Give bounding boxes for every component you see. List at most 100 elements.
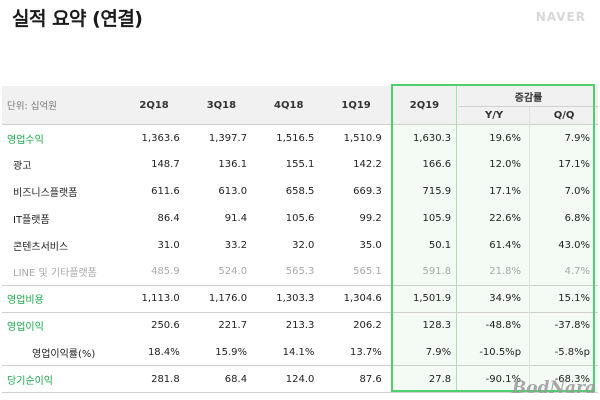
- table-cell: 13.7%: [349, 346, 382, 358]
- change-col-header: Y/Y: [459, 106, 530, 125]
- table-cell: 281.8: [120, 365, 188, 393]
- table-cell: 1,363.6: [120, 124, 188, 152]
- table-cell: -10.5%p: [459, 338, 530, 366]
- table-cell: 33.2: [224, 239, 248, 251]
- table-cell: 715.9: [389, 178, 460, 205]
- table-cell: 34.9%: [459, 284, 530, 313]
- table-cell: 565.3: [285, 266, 315, 278]
- row-label: LINE 및 기타플랫폼: [13, 268, 97, 280]
- table-cell: 87.6: [322, 365, 390, 393]
- table-cell: 105.6: [285, 212, 315, 224]
- table-cell: -37.8%: [529, 311, 598, 339]
- table-cell: 1,510.9: [322, 124, 390, 152]
- earnings-summary-table: 단위: 십억원 2Q18 3Q18 4Q18 1Q19 2Q19 증감률 Y/Y…: [2, 86, 598, 393]
- table-row: 영업이익 250.6 221.7 213.3 206.2 128.3 -48.8…: [2, 311, 598, 339]
- table-cell: 31.0: [157, 239, 180, 251]
- table-cell: 15.1%: [529, 284, 598, 313]
- table-cell: 15.9%: [215, 346, 248, 358]
- row-label: 당기순이익: [2, 365, 121, 393]
- table-cell: 591.8: [389, 258, 460, 286]
- change-col-header: Q/Q: [529, 106, 598, 125]
- table-cell: 43.0%: [529, 231, 598, 259]
- table-cell: 136.1: [218, 159, 248, 171]
- table-cell: 22.6%: [459, 204, 530, 232]
- row-label: 영업이익: [2, 311, 121, 339]
- table-cell: 68.4: [187, 365, 256, 393]
- table-cell: -5.8%p: [529, 338, 598, 366]
- table-cell: 221.7: [187, 311, 256, 339]
- table-row: 영업비용 1,113.0 1,176.0 1,303.3 1,304.6 1,5…: [2, 284, 598, 313]
- page-title: 실적 요약 (연결): [12, 8, 143, 30]
- table-cell: 669.3: [353, 185, 382, 197]
- header-row: 단위: 십억원 2Q18 3Q18 4Q18 1Q19 2Q19 증감률: [2, 86, 598, 125]
- table-cell: 148.7: [151, 159, 180, 171]
- row-label: 영업비용: [2, 284, 121, 313]
- table-cell: 17.1%: [529, 151, 598, 179]
- table-row: 비즈니스플랫폼 611.6 613.0 658.5 669.3 715.9 17…: [2, 178, 598, 205]
- table-cell: 1,516.5: [255, 124, 323, 152]
- table-row: 당기순이익 281.8 68.4 124.0 87.6 27.8 -90.1% …: [2, 365, 598, 393]
- column-header: 4Q18: [255, 86, 323, 125]
- table-cell: 6.8%: [529, 204, 598, 232]
- table-cell: 166.6: [389, 151, 460, 179]
- row-label: 영업수익: [2, 124, 121, 152]
- table-cell: 142.2: [353, 159, 382, 171]
- table-cell: 206.2: [322, 311, 390, 339]
- header-subrow: Y/Y Q/Q: [2, 106, 598, 125]
- table-row: LINE 및 기타플랫폼 485.9 524.0 565.3 565.1 591…: [2, 258, 598, 286]
- table-cell: 1,630.3: [389, 124, 460, 152]
- table-cell: 14.1%: [282, 346, 315, 358]
- column-header: 2Q18: [120, 86, 188, 125]
- table-cell: 86.4: [157, 212, 180, 224]
- row-label: IT플랫폼: [13, 214, 50, 226]
- table-cell: 658.5: [285, 185, 315, 197]
- table-cell: 35.0: [359, 239, 382, 251]
- table-cell: 524.0: [218, 266, 248, 278]
- table-cell: 61.4%: [459, 231, 530, 259]
- table-cell: -90.1%: [459, 365, 530, 393]
- table-cell: 128.3: [389, 311, 460, 339]
- table-cell: 1,397.7: [187, 124, 256, 152]
- table-cell: -48.8%: [459, 311, 530, 339]
- table-cell: 32.0: [292, 239, 315, 251]
- table-cell: 250.6: [120, 311, 188, 339]
- table-cell: 18.4%: [147, 346, 180, 358]
- table-cell: 613.0: [218, 185, 248, 197]
- table-cell: 1,501.9: [389, 284, 460, 313]
- unit-label: 단위: 십억원: [2, 86, 121, 125]
- table-row: 영업수익 1,363.6 1,397.7 1,516.5 1,510.9 1,6…: [2, 124, 598, 152]
- table-row: 광고 148.7 136.1 155.1 142.2 166.6 12.0% 1…: [2, 151, 598, 179]
- table-cell: 7.9%: [529, 124, 598, 152]
- table-cell: 19.6%: [459, 124, 530, 152]
- table-cell: 611.6: [151, 185, 180, 197]
- column-header: 2Q19: [389, 86, 460, 125]
- table-row: 영업이익률(%) 18.4% 15.9% 14.1% 13.7% 7.9% -1…: [2, 338, 598, 366]
- table-cell: 213.3: [255, 311, 323, 339]
- table-cell: 21.8%: [459, 258, 530, 286]
- table-cell: 485.9: [151, 266, 180, 278]
- table-cell: 1,304.6: [322, 284, 390, 313]
- table-cell: 565.1: [353, 266, 382, 278]
- table-cell: 1,113.0: [120, 284, 188, 313]
- row-label: 영업이익률(%): [32, 348, 96, 360]
- table-cell: 124.0: [255, 365, 323, 393]
- table-cell: 1,303.3: [255, 284, 323, 313]
- table-cell: 99.2: [359, 212, 382, 224]
- table-cell: 17.1%: [459, 178, 530, 205]
- table-cell: 105.9: [389, 204, 460, 232]
- table-cell: 7.9%: [389, 338, 460, 366]
- row-label: 콘텐츠서비스: [13, 241, 69, 253]
- table-cell: 91.4: [224, 212, 248, 224]
- table-cell: 1,176.0: [187, 284, 256, 313]
- row-label: 비즈니스플랫폼: [13, 187, 78, 199]
- change-group-header: 증감률: [459, 86, 598, 107]
- brand-logo: NAVER: [535, 10, 586, 24]
- table-cell: 155.1: [285, 159, 315, 171]
- table-row: IT플랫폼 86.4 91.4 105.6 99.2 105.9 22.6% 6…: [2, 204, 598, 232]
- table-cell: 50.1: [389, 231, 460, 259]
- table-cell: 27.8: [389, 365, 460, 393]
- column-header: 1Q19: [322, 86, 390, 125]
- row-label: 광고: [13, 161, 32, 173]
- watermark: BodNara: [511, 378, 596, 398]
- table-cell: 4.7%: [529, 258, 598, 286]
